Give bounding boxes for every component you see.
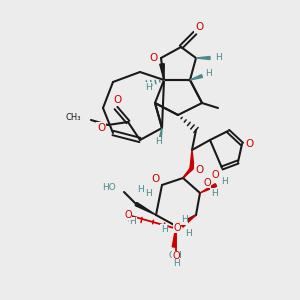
Polygon shape [190,150,194,168]
Text: H: H [181,215,188,224]
Text: H: H [172,260,179,268]
Polygon shape [181,215,196,227]
Text: H: H [211,188,218,197]
Text: H: H [130,218,136,226]
Text: CH₃: CH₃ [65,113,81,122]
Polygon shape [160,64,164,80]
Text: H: H [145,188,152,197]
Text: O: O [152,174,160,184]
Text: OH: OH [168,251,182,260]
Polygon shape [190,75,203,80]
Text: O: O [114,95,122,105]
Text: O: O [124,210,132,220]
Text: H: H [160,224,167,233]
Polygon shape [200,184,217,193]
Polygon shape [172,226,176,247]
Polygon shape [183,167,193,178]
Text: HO: HO [102,182,116,191]
Text: O: O [195,165,203,175]
Text: H: H [220,178,227,187]
Text: O: O [150,53,158,63]
Polygon shape [196,56,210,59]
Text: H: H [206,68,212,77]
Text: O: O [172,251,180,261]
Text: O: O [97,123,105,133]
Text: O: O [203,178,211,188]
Text: H: H [136,185,143,194]
Polygon shape [159,128,162,140]
Text: O: O [195,22,203,32]
Text: H: H [154,137,161,146]
Text: H: H [145,82,152,91]
Text: O: O [211,170,219,180]
Text: O: O [173,223,181,233]
Text: H: H [214,52,221,62]
Polygon shape [135,202,156,215]
Text: H: H [184,230,191,238]
Text: O: O [245,139,253,149]
